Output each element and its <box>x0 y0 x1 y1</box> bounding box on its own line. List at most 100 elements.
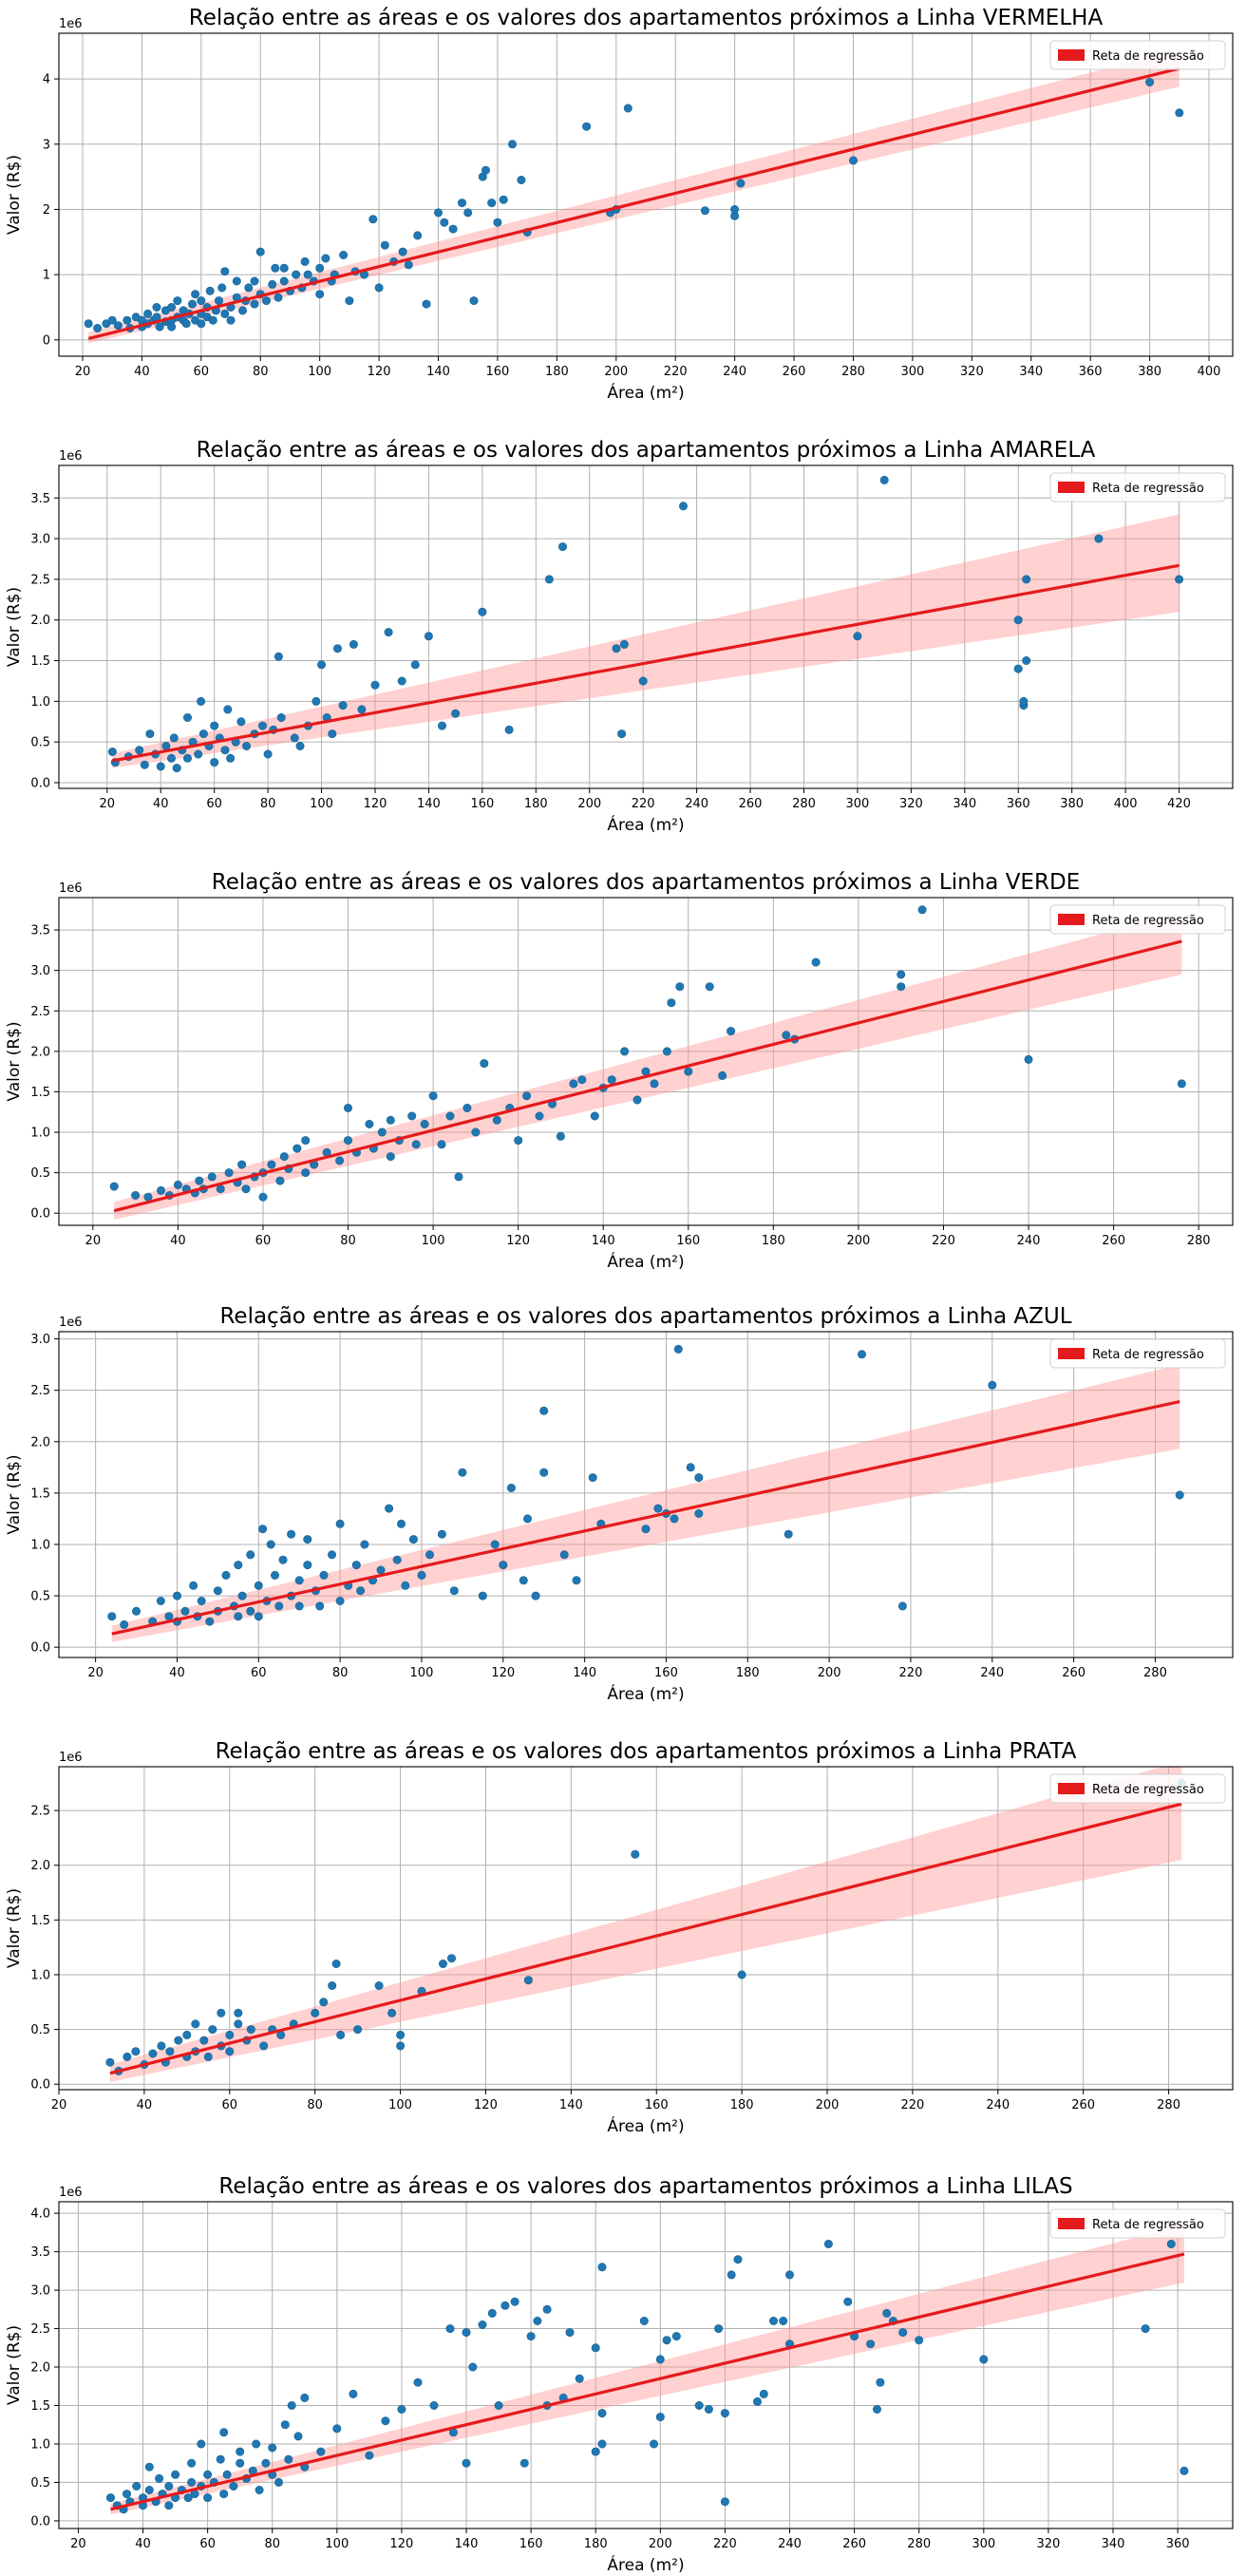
data-point <box>301 1136 311 1146</box>
y-axis-label: Valor (R$) <box>5 1888 24 1968</box>
y-tick-label: 3.5 <box>30 2245 50 2260</box>
data-point <box>597 2409 607 2418</box>
data-point <box>148 2049 158 2058</box>
data-point <box>522 1514 532 1524</box>
data-point <box>428 1091 438 1101</box>
data-point <box>897 970 906 979</box>
data-point <box>487 199 497 208</box>
data-point <box>274 2477 283 2487</box>
data-point <box>332 2424 342 2434</box>
data-point <box>407 1111 417 1121</box>
data-point <box>164 2501 174 2510</box>
data-point <box>662 2336 671 2345</box>
data-point <box>1175 1490 1184 1500</box>
x-tick-label: 120 <box>474 2098 498 2112</box>
data-point <box>736 179 746 188</box>
legend: Reta de regressão <box>1049 2208 1226 2239</box>
data-point <box>539 1468 549 1477</box>
data-point <box>446 1954 456 1963</box>
x-tick-label: 20 <box>70 2537 86 2551</box>
data-point <box>336 2030 346 2039</box>
y-tick-label: 1.5 <box>30 2399 50 2414</box>
data-point <box>275 1176 285 1185</box>
data-point <box>1022 655 1031 665</box>
y-offset-label: 1e6 <box>59 1316 83 1330</box>
y-tick-label: 2.5 <box>30 1384 50 1398</box>
legend: Reta de regressão <box>1049 904 1226 935</box>
data-point <box>152 302 161 312</box>
x-tick-label: 20 <box>87 1666 104 1680</box>
data-point <box>343 1104 352 1113</box>
data-point <box>210 758 219 767</box>
x-tick-label: 60 <box>251 1666 267 1680</box>
data-point <box>274 1601 284 1611</box>
data-point <box>287 2401 296 2411</box>
data-point <box>1180 2466 1189 2475</box>
y-tick-label: 0.0 <box>30 1207 50 1222</box>
data-point <box>462 2328 471 2338</box>
data-point <box>155 322 164 331</box>
data-point <box>267 1160 276 1169</box>
y-tick-label: 3.0 <box>30 1333 50 1347</box>
x-tick-label: 80 <box>264 2537 280 2551</box>
data-point <box>199 2036 209 2045</box>
y-tick-label: 0.0 <box>30 2514 50 2529</box>
data-point <box>779 2317 788 2326</box>
y-axis-label: Valor (R$) <box>5 1021 24 1101</box>
data-point <box>279 276 289 286</box>
data-point <box>173 1180 182 1189</box>
legend-swatch <box>1058 914 1085 925</box>
data-point <box>639 2317 649 2326</box>
chart-title: Relação entre as áreas e os valores dos … <box>218 2174 1072 2199</box>
x-axis-label: Área (m²) <box>607 814 684 835</box>
data-point <box>675 982 685 992</box>
x-tick-label: 360 <box>1166 2537 1190 2551</box>
data-point <box>173 296 182 306</box>
x-tick-label: 340 <box>953 797 976 811</box>
chart-title: Relação entre as áreas e os valores dos … <box>216 1739 1077 1764</box>
x-tick-label: 180 <box>736 1666 760 1680</box>
data-point <box>368 215 378 224</box>
x-tick-label: 300 <box>846 797 870 811</box>
data-point <box>506 1484 516 1493</box>
y-tick-label: 4.0 <box>30 2207 50 2222</box>
data-point <box>132 2482 142 2491</box>
x-tick-label: 100 <box>422 1234 445 1248</box>
x-tick-label: 400 <box>1114 797 1138 811</box>
data-point <box>183 753 193 763</box>
data-point <box>398 247 407 256</box>
data-point <box>143 309 153 318</box>
data-point <box>857 1350 866 1359</box>
x-tick-label: 380 <box>1060 797 1084 811</box>
data-point <box>216 2454 225 2464</box>
x-tick-label: 180 <box>545 365 569 379</box>
y-tick-label: 1.0 <box>30 1127 50 1141</box>
x-tick-label: 180 <box>762 1234 785 1248</box>
data-point <box>183 712 193 722</box>
data-point <box>457 199 466 208</box>
x-tick-label: 200 <box>577 797 601 811</box>
data-point <box>335 1156 345 1165</box>
x-axis-label: Área (m²) <box>607 382 684 403</box>
x-tick-label: 120 <box>390 2537 414 2551</box>
data-point <box>349 639 358 649</box>
x-tick-label: 240 <box>980 1666 1004 1680</box>
data-point <box>631 1849 640 1859</box>
data-point <box>203 2493 213 2503</box>
regression-line <box>113 939 1182 1213</box>
x-tick-label: 60 <box>255 1234 272 1248</box>
x-tick-label: 260 <box>1102 1234 1125 1248</box>
chart-title: Relação entre as áreas e os valores dos … <box>219 1304 1071 1329</box>
data-point <box>374 283 384 293</box>
data-point <box>254 1612 263 1621</box>
y-tick-label: 2.0 <box>30 1859 50 1873</box>
data-point <box>437 1529 446 1539</box>
regression-line <box>109 1802 1182 2075</box>
axes-frame <box>58 1766 1234 2091</box>
x-tick-label: 40 <box>169 1666 185 1680</box>
data-point <box>278 1555 288 1564</box>
y-tick-label: 2.5 <box>30 1805 50 1819</box>
data-point <box>517 176 526 185</box>
data-point <box>197 2439 206 2449</box>
data-point <box>339 250 349 259</box>
